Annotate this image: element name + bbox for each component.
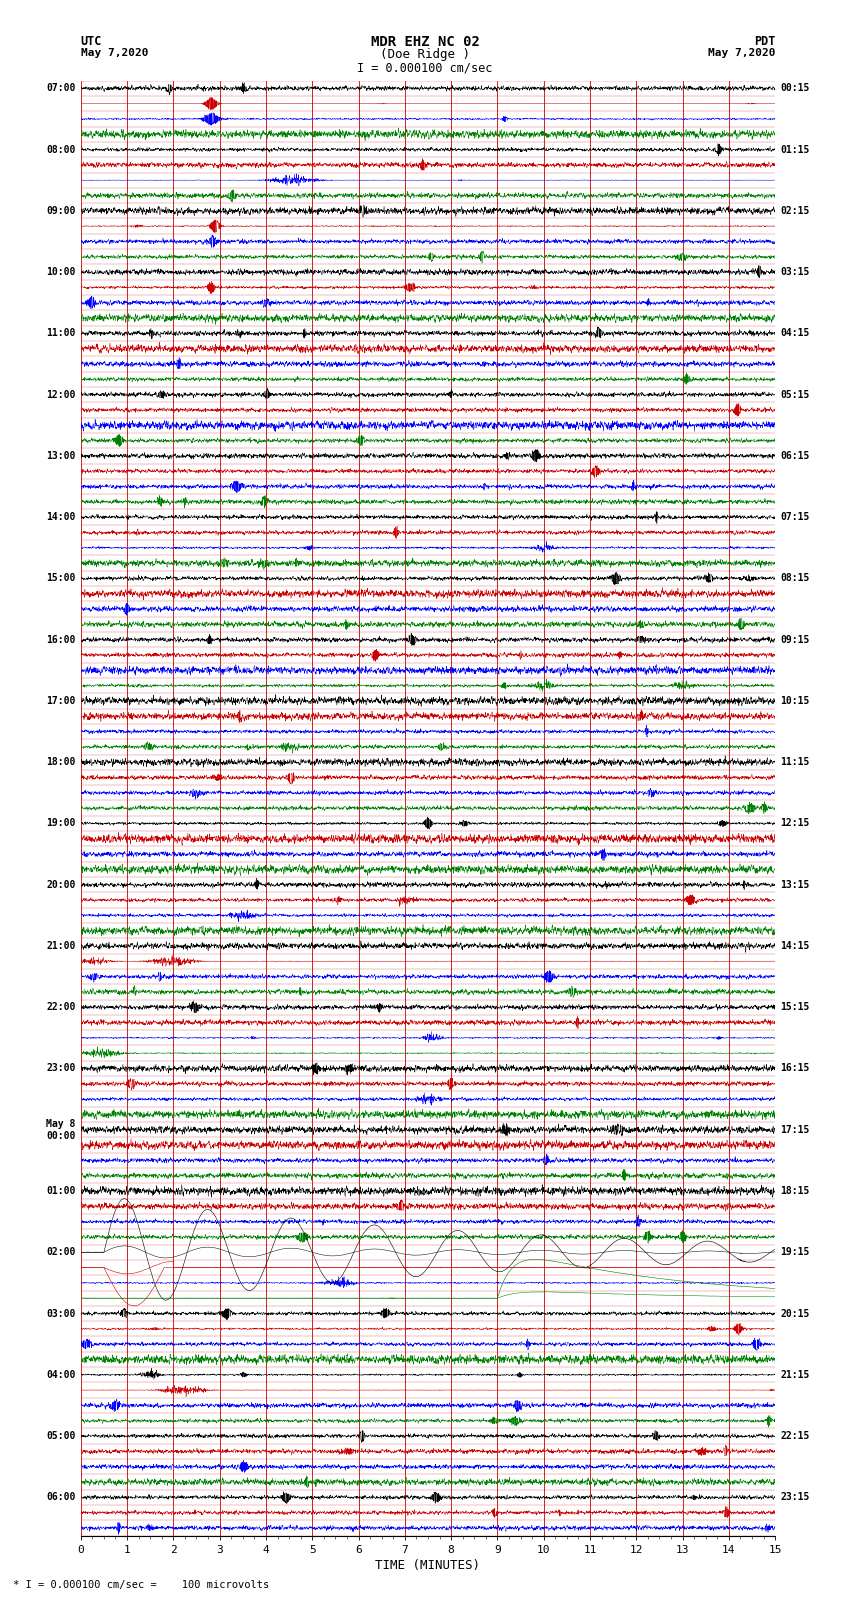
Text: 08:00: 08:00 [46,145,76,155]
Text: May 7,2020: May 7,2020 [81,48,148,58]
Text: 13:00: 13:00 [46,452,76,461]
Text: 04:15: 04:15 [780,329,810,339]
Text: 02:15: 02:15 [780,206,810,216]
Text: * I = 0.000100 cm/sec =    100 microvolts: * I = 0.000100 cm/sec = 100 microvolts [13,1581,269,1590]
Text: 07:00: 07:00 [46,84,76,94]
Text: 14:15: 14:15 [780,940,810,952]
Text: 21:15: 21:15 [780,1369,810,1379]
Text: 07:15: 07:15 [780,513,810,523]
Text: 03:15: 03:15 [780,268,810,277]
Text: 20:15: 20:15 [780,1308,810,1318]
Text: PDT: PDT [754,35,775,48]
Text: 02:00: 02:00 [46,1247,76,1257]
Text: 16:15: 16:15 [780,1063,810,1074]
Text: May 8
00:00: May 8 00:00 [46,1119,76,1140]
Text: 06:00: 06:00 [46,1492,76,1502]
Text: 18:15: 18:15 [780,1186,810,1195]
Text: 19:00: 19:00 [46,818,76,829]
Text: MDR EHZ NC 02: MDR EHZ NC 02 [371,35,479,50]
Text: 22:00: 22:00 [46,1002,76,1013]
Text: 19:15: 19:15 [780,1247,810,1257]
Text: 05:00: 05:00 [46,1431,76,1440]
Text: 11:00: 11:00 [46,329,76,339]
Text: 00:15: 00:15 [780,84,810,94]
Text: 12:15: 12:15 [780,818,810,829]
Text: 21:00: 21:00 [46,940,76,952]
Text: 01:00: 01:00 [46,1186,76,1195]
Text: 16:00: 16:00 [46,634,76,645]
Text: 17:00: 17:00 [46,695,76,706]
Text: 11:15: 11:15 [780,756,810,768]
Text: UTC: UTC [81,35,102,48]
Text: 20:00: 20:00 [46,879,76,890]
Text: 15:15: 15:15 [780,1002,810,1013]
Text: 15:00: 15:00 [46,573,76,584]
Text: 17:15: 17:15 [780,1124,810,1134]
Text: 01:15: 01:15 [780,145,810,155]
Text: 08:15: 08:15 [780,573,810,584]
Text: 14:00: 14:00 [46,513,76,523]
Text: 06:15: 06:15 [780,452,810,461]
Text: 23:00: 23:00 [46,1063,76,1074]
Text: 10:15: 10:15 [780,695,810,706]
Text: 09:15: 09:15 [780,634,810,645]
Text: I = 0.000100 cm/sec: I = 0.000100 cm/sec [357,61,493,74]
Text: 10:00: 10:00 [46,268,76,277]
Text: May 7,2020: May 7,2020 [708,48,775,58]
Text: 18:00: 18:00 [46,756,76,768]
Text: 22:15: 22:15 [780,1431,810,1440]
Text: 23:15: 23:15 [780,1492,810,1502]
Text: 12:00: 12:00 [46,390,76,400]
X-axis label: TIME (MINUTES): TIME (MINUTES) [376,1558,480,1571]
Text: (Doe Ridge ): (Doe Ridge ) [380,48,470,61]
Text: 03:00: 03:00 [46,1308,76,1318]
Text: 09:00: 09:00 [46,206,76,216]
Text: 04:00: 04:00 [46,1369,76,1379]
Text: 13:15: 13:15 [780,879,810,890]
Text: 05:15: 05:15 [780,390,810,400]
